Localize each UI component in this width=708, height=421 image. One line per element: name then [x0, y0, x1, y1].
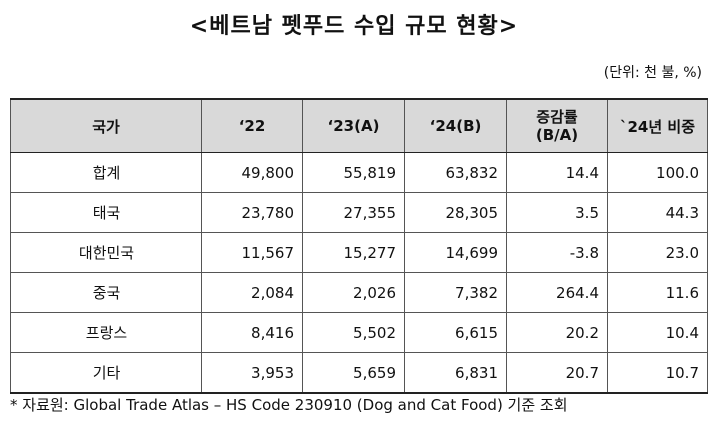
share-cell: 23.0: [607, 232, 708, 273]
unit-label: (단위: 천 불, %): [603, 65, 702, 81]
share-cell: 100.0: [607, 152, 708, 193]
country-cell: 기타: [10, 352, 202, 394]
change-rate-cell: 14.4: [506, 152, 608, 193]
country-cell: 대한민국: [10, 232, 202, 273]
value-2022-cell: 49,800: [201, 152, 303, 193]
table-row: 태국 23,780 27,355 28,305 3.5 44.3: [10, 192, 708, 233]
header-2022: ‘22: [201, 98, 303, 153]
value-2022-cell: 8,416: [201, 312, 303, 353]
table-row: 프랑스 8,416 5,502 6,615 20.2 10.4: [10, 312, 708, 353]
value-2023-cell: 2,026: [302, 272, 405, 313]
header-2024: ‘24(B): [404, 98, 507, 153]
header-share: `24년 비중: [607, 98, 708, 153]
share-cell: 10.4: [607, 312, 708, 353]
import-table: 국가 ‘22 ‘23(A) ‘24(B) 증감률 (B/A) `24년 비중 합…: [10, 98, 708, 394]
header-change-rate-line1: 증감률: [536, 108, 578, 126]
header-row: 국가 ‘22 ‘23(A) ‘24(B) 증감률 (B/A) `24년 비중: [10, 98, 708, 153]
value-2024-cell: 14,699: [404, 232, 507, 273]
header-2023: ‘23(A): [302, 98, 405, 153]
table-row: 합계 49,800 55,819 63,832 14.4 100.0: [10, 152, 708, 193]
value-2024-cell: 6,615: [404, 312, 507, 353]
value-2024-cell: 7,382: [404, 272, 507, 313]
change-rate-cell: 264.4: [506, 272, 608, 313]
country-cell: 합계: [10, 152, 202, 193]
value-2023-cell: 5,502: [302, 312, 405, 353]
change-rate-cell: 20.7: [506, 352, 608, 394]
value-2023-cell: 55,819: [302, 152, 405, 193]
change-rate-cell: -3.8: [506, 232, 608, 273]
share-cell: 11.6: [607, 272, 708, 313]
table-row: 기타 3,953 5,659 6,831 20.7 10.7: [10, 352, 708, 394]
country-cell: 프랑스: [10, 312, 202, 353]
table-row: 대한민국 11,567 15,277 14,699 -3.8 23.0: [10, 232, 708, 273]
value-2023-cell: 5,659: [302, 352, 405, 394]
source-note: * 자료원: Global Trade Atlas – HS Code 2309…: [10, 396, 568, 414]
page-title: <베트남 펫푸드 수입 규모 현황>: [189, 14, 519, 39]
value-2022-cell: 2,084: [201, 272, 303, 313]
header-country: 국가: [10, 98, 202, 153]
change-rate-cell: 20.2: [506, 312, 608, 353]
table-row: 중국 2,084 2,026 7,382 264.4 11.6: [10, 272, 708, 313]
value-2023-cell: 15,277: [302, 232, 405, 273]
share-cell: 10.7: [607, 352, 708, 394]
value-2022-cell: 3,953: [201, 352, 303, 394]
value-2022-cell: 11,567: [201, 232, 303, 273]
share-cell: 44.3: [607, 192, 708, 233]
value-2024-cell: 6,831: [404, 352, 507, 394]
value-2022-cell: 23,780: [201, 192, 303, 233]
country-cell: 태국: [10, 192, 202, 233]
value-2024-cell: 28,305: [404, 192, 507, 233]
value-2023-cell: 27,355: [302, 192, 405, 233]
value-2024-cell: 63,832: [404, 152, 507, 193]
header-change-rate-line2: (B/A): [535, 126, 579, 144]
country-cell: 중국: [10, 272, 202, 313]
change-rate-cell: 3.5: [506, 192, 608, 233]
header-change-rate: 증감률 (B/A): [506, 98, 608, 153]
